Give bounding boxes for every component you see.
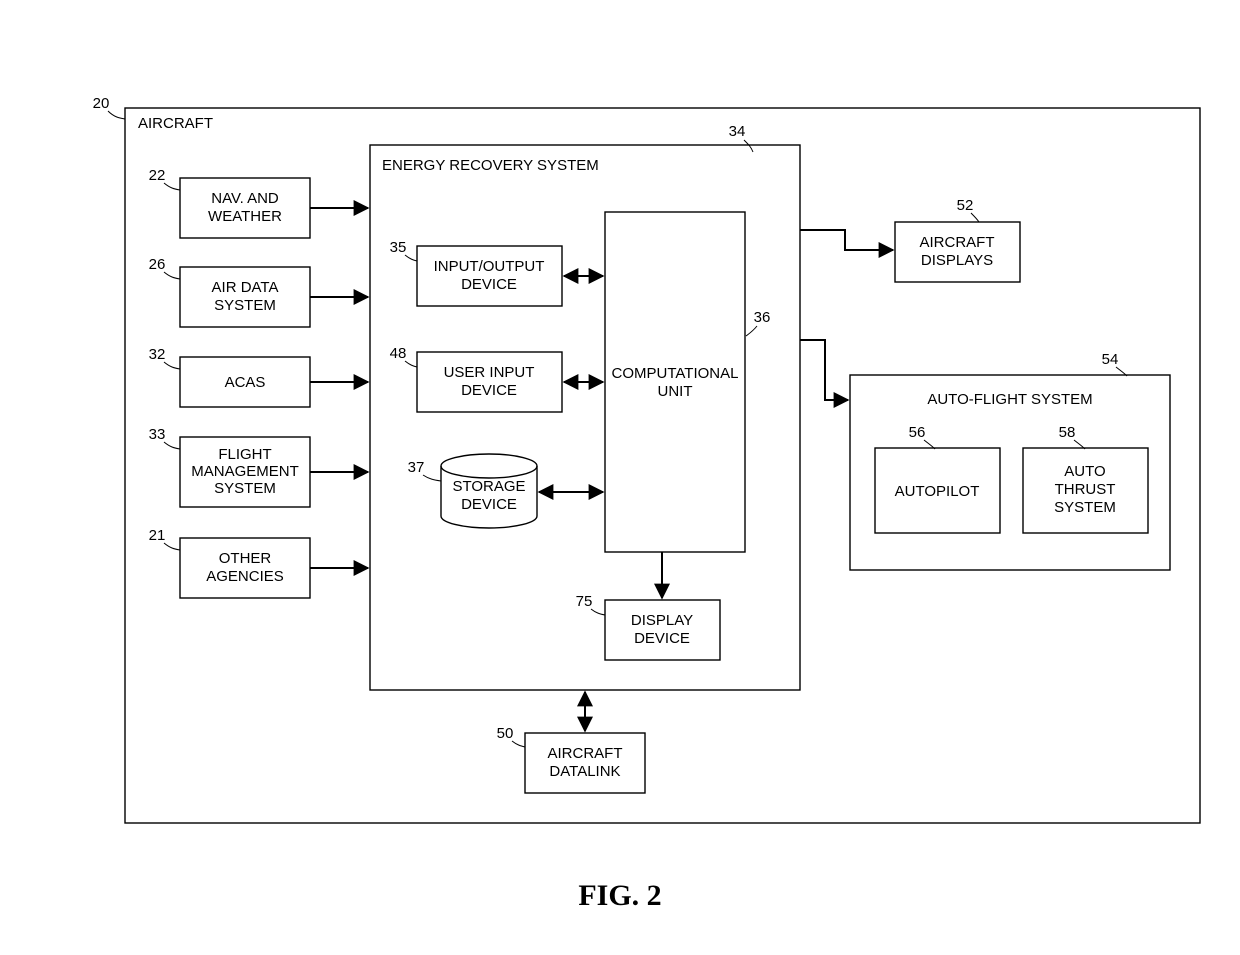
label-af-title: AUTO-FLIGHT SYSTEM xyxy=(927,391,1092,408)
ref-37: 37 xyxy=(408,459,425,476)
label-at-1: AUTO xyxy=(1064,463,1105,480)
ref-54: 54 xyxy=(1102,351,1119,368)
ref-36: 36 xyxy=(754,309,771,326)
ref-21: 21 xyxy=(149,527,166,544)
label-dd-2: DEVICE xyxy=(634,630,690,647)
ref-33: 33 xyxy=(149,426,166,443)
ref-34: 34 xyxy=(729,123,746,140)
label-nav-weather-2: WEATHER xyxy=(208,208,282,225)
label-fms-1: FLIGHT xyxy=(218,446,271,463)
figure-caption: FIG. 2 xyxy=(578,879,661,912)
label-io-1: INPUT/OUTPUT xyxy=(434,258,545,275)
ref-56: 56 xyxy=(909,424,926,441)
leader-20 xyxy=(108,111,125,119)
label-fms-3: SYSTEM xyxy=(214,480,276,497)
ref-75: 75 xyxy=(576,593,593,610)
label-fms-2: MANAGEMENT xyxy=(191,463,299,480)
label-io-2: DEVICE xyxy=(461,276,517,293)
ref-20: 20 xyxy=(93,95,110,112)
label-air-data-1: AIR DATA xyxy=(212,279,279,296)
ref-50: 50 xyxy=(497,725,514,742)
label-dl-1: AIRCRAFT xyxy=(548,745,623,762)
label-ui-2: DEVICE xyxy=(461,382,517,399)
ref-22: 22 xyxy=(149,167,166,184)
label-other-2: AGENCIES xyxy=(206,568,284,585)
label-at-3: SYSTEM xyxy=(1054,499,1116,516)
label-dl-2: DATALINK xyxy=(549,763,620,780)
ref-58: 58 xyxy=(1059,424,1076,441)
ref-32: 32 xyxy=(149,346,166,363)
label-air-data-2: SYSTEM xyxy=(214,297,276,314)
label-dd-1: DISPLAY xyxy=(631,612,693,629)
aircraft-title: AIRCRAFT xyxy=(138,115,213,132)
label-other-1: OTHER xyxy=(219,550,272,567)
label-cu-2: UNIT xyxy=(658,383,693,400)
label-ad-2: DISPLAYS xyxy=(921,252,993,269)
ref-26: 26 xyxy=(149,256,166,273)
label-ap: AUTOPILOT xyxy=(895,483,980,500)
ref-35: 35 xyxy=(390,239,407,256)
ref-52: 52 xyxy=(957,197,974,214)
label-acas: ACAS xyxy=(225,374,266,391)
label-storage-1: STORAGE xyxy=(452,478,525,495)
label-at-2: THRUST xyxy=(1055,481,1116,498)
label-ad-1: AIRCRAFT xyxy=(920,234,995,251)
label-storage-2: DEVICE xyxy=(461,496,517,513)
ref-48: 48 xyxy=(390,345,407,362)
label-cu-1: COMPUTATIONAL xyxy=(612,365,739,382)
label-ui-1: USER INPUT xyxy=(444,364,535,381)
label-nav-weather-1: NAV. AND xyxy=(211,190,279,207)
ers-title: ENERGY RECOVERY SYSTEM xyxy=(382,157,599,174)
